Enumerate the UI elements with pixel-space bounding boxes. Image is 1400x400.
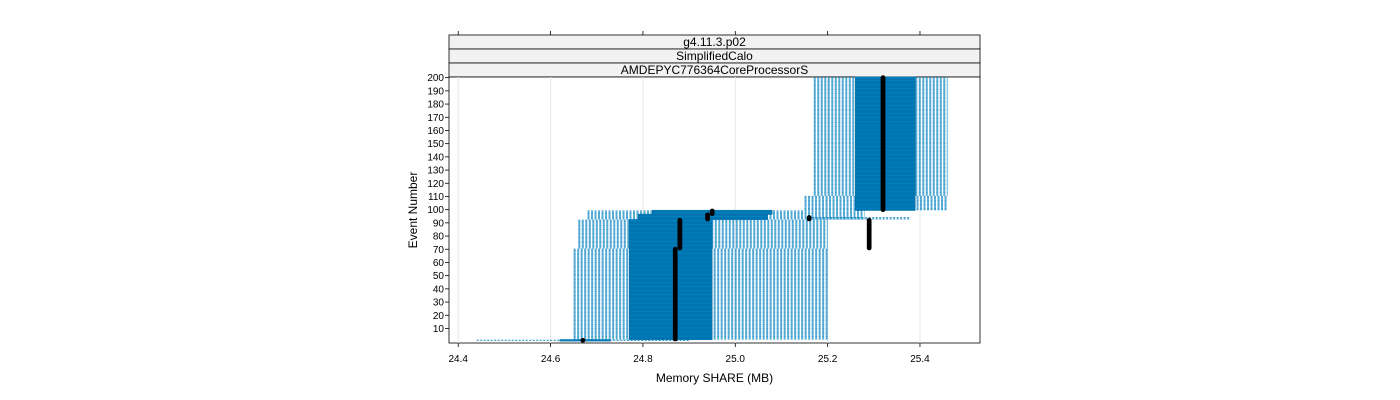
y-tick-label: 50 <box>433 271 445 282</box>
strip-label-2: AMDEPYC776364CoreProcessorS <box>621 63 808 77</box>
median-point <box>866 217 872 223</box>
y-tick-label: 140 <box>427 152 444 163</box>
y-tick-label: 20 <box>433 311 445 322</box>
strip-label-0: g4.11.3.p02 <box>683 35 746 49</box>
y-tick-label: 40 <box>433 284 445 295</box>
box-marks <box>476 75 948 343</box>
y-tick-label: 80 <box>433 232 445 243</box>
strip-label-1: SimplifiedCalo <box>676 49 753 63</box>
y-tick-label: 30 <box>433 298 445 309</box>
x-tick-label: 24.6 <box>541 354 561 365</box>
y-tick-label: 10 <box>433 324 445 335</box>
y-tick-label: 200 <box>427 73 444 84</box>
median-point <box>880 75 886 81</box>
x-axis-title: Memory SHARE (MB) <box>656 371 773 385</box>
x-tick-label: 25.2 <box>818 354 838 365</box>
y-tick-label: 190 <box>427 86 444 97</box>
x-axis-ticks: 24.4 24.6 24.8 25.0 25.2 25.4 <box>449 31 930 365</box>
y-axis-ticks: 10 20 30 40 50 60 70 80 90 100 110 120 130 140 150 160 1… <box>427 73 449 335</box>
y-tick-label: 150 <box>427 139 444 150</box>
x-tick-label: 25.4 <box>910 354 930 365</box>
x-tick-label: 24.8 <box>633 354 653 365</box>
y-tick-label: 60 <box>433 258 445 269</box>
y-tick-label: 110 <box>428 192 444 203</box>
y-tick-label: 130 <box>427 166 444 177</box>
x-tick-label: 24.4 <box>449 354 469 365</box>
y-tick-label: 70 <box>433 245 445 256</box>
median-point <box>672 246 678 252</box>
median-point <box>709 208 715 214</box>
median-point <box>677 217 683 223</box>
y-tick-label: 180 <box>427 100 444 111</box>
strip-group: g4.11.3.p02 SimplifiedCalo AMDEPYC776364… <box>448 34 981 78</box>
median-point <box>705 212 710 218</box>
y-tick-label: 90 <box>433 218 445 229</box>
y-axis-title: Event Number <box>406 172 420 249</box>
median-point <box>806 215 812 220</box>
x-tick-label: 25.0 <box>726 354 746 365</box>
y-tick-label: 170 <box>427 113 444 124</box>
y-tick-label: 160 <box>427 126 444 137</box>
y-tick-label: 120 <box>427 179 444 190</box>
median-point <box>580 337 586 343</box>
y-tick-label: 100 <box>427 205 444 216</box>
